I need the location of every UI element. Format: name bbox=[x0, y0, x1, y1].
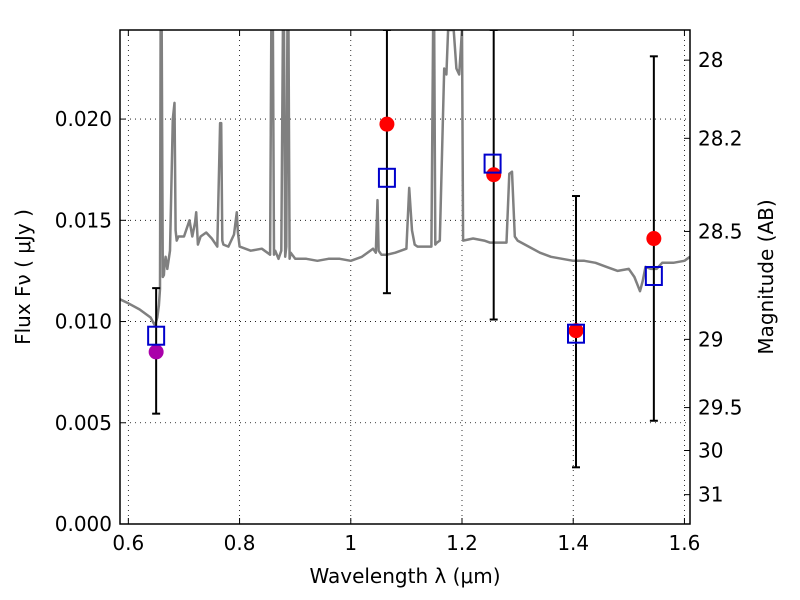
right-tick-label: 28.5 bbox=[698, 219, 743, 243]
model-point bbox=[377, 167, 396, 188]
y-axis-label-right: Magnitude (AB) bbox=[754, 199, 778, 354]
axis-ticks: 0.6 0.8 1 1.2 1.4 1.6 0.000 0.005 0.010 0.015 0.02… bbox=[55, 30, 743, 555]
model-point bbox=[567, 323, 585, 344]
model-point bbox=[644, 265, 663, 286]
observed-point bbox=[379, 116, 395, 132]
template-spectrum bbox=[120, 30, 690, 327]
observed-points bbox=[148, 116, 662, 360]
model-point bbox=[483, 153, 502, 174]
observed-point bbox=[646, 231, 662, 247]
right-tick-label: 28 bbox=[698, 48, 723, 72]
plot-frame bbox=[119, 29, 691, 525]
model-points bbox=[147, 153, 663, 346]
observed-point bbox=[568, 323, 584, 339]
right-tick-label: 28.2 bbox=[698, 126, 743, 150]
y-tick-label: 0.015 bbox=[55, 208, 112, 232]
right-tick-label: 30 bbox=[698, 439, 723, 463]
right-tick-label: 29.5 bbox=[698, 396, 743, 420]
x-tick-label: 0.8 bbox=[224, 531, 256, 555]
x-axis-label: Wavelength λ (μm) bbox=[309, 564, 500, 588]
x-tick-label: 1 bbox=[344, 531, 357, 555]
y-axis-label-left: Flux Fν ( μJy ) bbox=[11, 209, 35, 345]
x-tick-label: 1.6 bbox=[669, 531, 701, 555]
observed-point bbox=[148, 344, 164, 360]
y-tick-label: 0.020 bbox=[55, 107, 112, 131]
x-tick-label: 0.6 bbox=[112, 531, 144, 555]
observed-point bbox=[486, 167, 502, 183]
y-tick-label: 0.010 bbox=[55, 310, 112, 334]
model-point bbox=[147, 325, 166, 346]
y-tick-label: 0.000 bbox=[55, 512, 112, 536]
right-tick-label: 29 bbox=[698, 327, 723, 351]
template-line bbox=[120, 30, 690, 327]
y-tick-label: 0.005 bbox=[55, 411, 112, 435]
grid-lines bbox=[120, 30, 690, 524]
x-tick-label: 1.2 bbox=[446, 531, 478, 555]
right-tick-label: 31 bbox=[698, 483, 723, 507]
x-tick-label: 1.4 bbox=[557, 531, 589, 555]
